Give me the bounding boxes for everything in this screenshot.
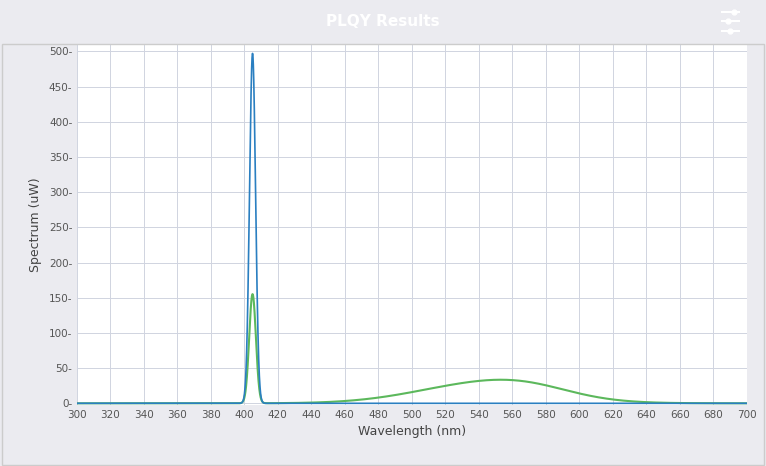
Text: PLQY Results: PLQY Results: [326, 14, 440, 29]
Y-axis label: Spectrum (uW): Spectrum (uW): [29, 178, 42, 272]
X-axis label: Wavelength (nm): Wavelength (nm): [358, 425, 466, 438]
